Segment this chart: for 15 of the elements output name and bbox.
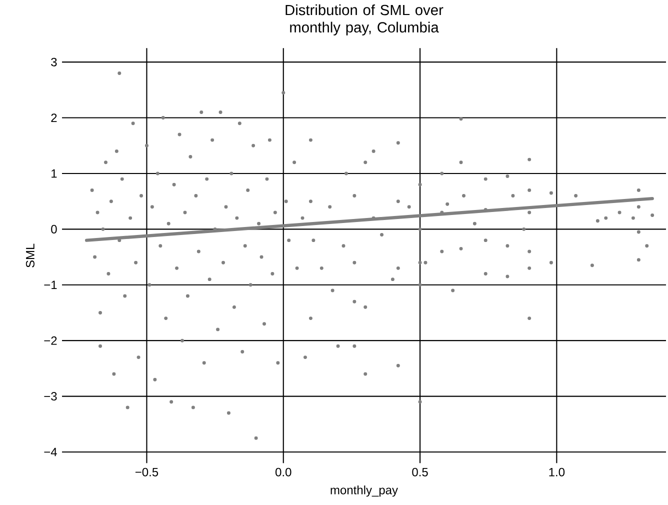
x-tick-label: −0.5 (135, 468, 158, 476)
y-tick-label: −2 (44, 336, 57, 345)
x-tick-label: 1.0 (549, 468, 565, 476)
y-tick-label: −4 (44, 448, 57, 456)
y-tick-label: 1 (52, 169, 57, 178)
x-tick-label: 0.5 (412, 468, 428, 476)
y-tick-label: 3 (51, 58, 57, 66)
y-tick-label: −3 (44, 392, 57, 400)
x-axis-title: monthly_pay (330, 485, 398, 497)
y-tick-label: 0 (51, 224, 57, 234)
chart-title: Distribution of SML over monthly pay, Columbia (286, 4, 444, 36)
y-tick-label: 2 (51, 114, 57, 122)
y-axis-title: SML (26, 244, 34, 268)
y-tick-label: −1 (44, 280, 57, 289)
x-tick-label: 0.0 (276, 468, 292, 476)
